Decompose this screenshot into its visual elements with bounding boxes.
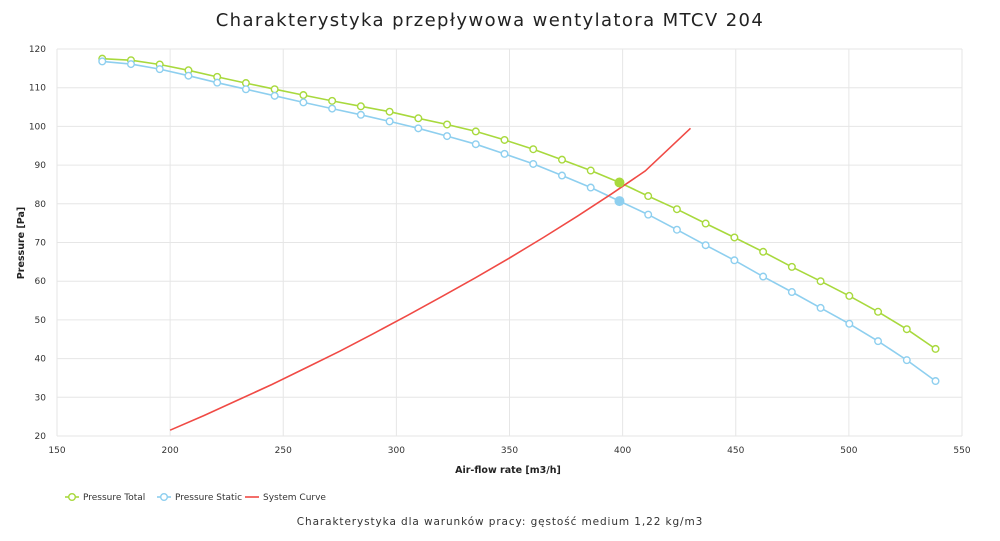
chart-subtitle: Charakterystyka dla warunków pracy: gęst… bbox=[297, 516, 703, 528]
y-tick-label: 80 bbox=[35, 200, 47, 210]
x-tick-label: 200 bbox=[162, 446, 179, 456]
legend-label: Pressure Total bbox=[83, 493, 145, 503]
pressure-total-line bbox=[102, 57, 936, 350]
pressure-static-point bbox=[931, 377, 940, 386]
pressure-static-point bbox=[902, 356, 911, 365]
pressure-total-point bbox=[299, 91, 308, 100]
pressure-total-point bbox=[356, 102, 365, 111]
pressure-total-point bbox=[874, 307, 883, 316]
legend-item-pressure-static[interactable]: Pressure Static bbox=[157, 493, 242, 503]
pressure-static-point bbox=[701, 241, 710, 250]
pressure-total-point bbox=[471, 127, 480, 136]
pressure-total-point bbox=[328, 96, 337, 105]
legend-item-pressure-total[interactable]: Pressure Total bbox=[65, 493, 145, 503]
legend: Pressure Total Pressure Static System Curv… bbox=[65, 493, 326, 503]
series-pressure-static bbox=[98, 57, 940, 386]
pressure-total-point bbox=[586, 166, 595, 175]
x-tick-label: 350 bbox=[501, 446, 518, 456]
x-tick-label: 550 bbox=[953, 446, 970, 456]
pressure-static-point bbox=[816, 303, 825, 312]
x-tick-label: 500 bbox=[840, 446, 857, 456]
series-system-curve bbox=[169, 127, 692, 431]
legend-label: System Curve bbox=[263, 493, 326, 503]
pressure-static-point bbox=[845, 319, 854, 328]
pressure-static-point bbox=[270, 91, 279, 100]
series-layer bbox=[98, 54, 940, 431]
y-axis-label: Pressure [Pa] bbox=[16, 207, 27, 279]
legend-marker bbox=[67, 493, 76, 502]
pressure-static-point bbox=[414, 124, 423, 133]
y-tick-label: 110 bbox=[29, 84, 46, 94]
pressure-total-point bbox=[787, 262, 796, 271]
pressure-total-point bbox=[414, 114, 423, 123]
y-tick-label: 30 bbox=[35, 393, 47, 403]
pressure-static-point bbox=[787, 288, 796, 297]
x-tick-label: 450 bbox=[727, 446, 744, 456]
pressure-static-point bbox=[586, 183, 595, 192]
pressure-static-line bbox=[102, 60, 936, 382]
x-tick-label: 300 bbox=[388, 446, 405, 456]
y-tick-label: 40 bbox=[35, 355, 47, 365]
operating-point-pressure-static bbox=[614, 196, 625, 207]
pressure-static-point bbox=[356, 110, 365, 119]
pressure-total-point bbox=[701, 219, 710, 228]
chart-title: Charakterystyka przepływowa wentylatora … bbox=[216, 10, 765, 31]
operating-point-pressure-total bbox=[614, 177, 625, 188]
pressure-static-point bbox=[557, 171, 566, 180]
pressure-total-point bbox=[443, 120, 452, 129]
pressure-total-point bbox=[270, 85, 279, 94]
y-axis-ticks: 20 30 40 50 60 70 80 90 100 110 120 bbox=[29, 45, 46, 442]
system-curve-line bbox=[169, 127, 692, 431]
pressure-static-point bbox=[184, 71, 193, 80]
y-tick-label: 120 bbox=[29, 45, 46, 55]
pressure-total-point bbox=[730, 233, 739, 242]
pressure-static-point bbox=[126, 60, 135, 69]
pressure-static-point bbox=[241, 85, 250, 94]
y-tick-label: 70 bbox=[35, 239, 47, 249]
y-tick-label: 20 bbox=[35, 432, 47, 442]
pressure-static-point bbox=[213, 78, 222, 87]
grid bbox=[56, 48, 963, 437]
pressure-total-point bbox=[500, 135, 509, 144]
pressure-static-point bbox=[98, 57, 107, 66]
pressure-static-point bbox=[299, 98, 308, 107]
pressure-static-point bbox=[672, 225, 681, 234]
pressure-total-point bbox=[845, 291, 854, 300]
y-tick-label: 50 bbox=[35, 316, 47, 326]
legend-label: Pressure Static bbox=[175, 493, 242, 503]
pressure-total-point bbox=[931, 344, 940, 353]
pressure-static-point bbox=[328, 104, 337, 113]
legend-item-system-curve[interactable]: System Curve bbox=[245, 493, 326, 503]
x-tick-label: 150 bbox=[48, 446, 65, 456]
pressure-total-point bbox=[759, 247, 768, 256]
legend-marker bbox=[159, 493, 168, 502]
x-axis-label: Air-flow rate [m3/h] bbox=[455, 465, 561, 476]
pressure-static-point bbox=[155, 65, 164, 74]
pressure-static-point bbox=[471, 140, 480, 149]
pressure-total-point bbox=[672, 205, 681, 214]
pressure-static-point bbox=[385, 117, 394, 126]
pressure-static-point bbox=[730, 256, 739, 265]
pressure-total-point bbox=[385, 107, 394, 116]
pressure-static-point bbox=[759, 272, 768, 281]
x-axis-ticks: 150 200 250 300 350 400 450 500 550 bbox=[48, 446, 970, 456]
pressure-static-point bbox=[500, 149, 509, 158]
y-tick-label: 100 bbox=[29, 122, 46, 132]
y-tick-label: 60 bbox=[35, 277, 47, 287]
pressure-total-point bbox=[529, 145, 538, 154]
pressure-total-point bbox=[557, 155, 566, 164]
y-tick-label: 90 bbox=[35, 161, 47, 171]
pressure-static-point bbox=[529, 159, 538, 168]
pressure-static-point bbox=[644, 210, 653, 219]
pressure-total-point bbox=[644, 192, 653, 201]
pressure-static-point bbox=[874, 337, 883, 346]
pressure-total-point bbox=[816, 277, 825, 286]
x-tick-label: 400 bbox=[614, 446, 631, 456]
x-tick-label: 250 bbox=[275, 446, 292, 456]
pressure-static-point bbox=[443, 132, 452, 141]
pressure-total-point bbox=[902, 325, 911, 334]
